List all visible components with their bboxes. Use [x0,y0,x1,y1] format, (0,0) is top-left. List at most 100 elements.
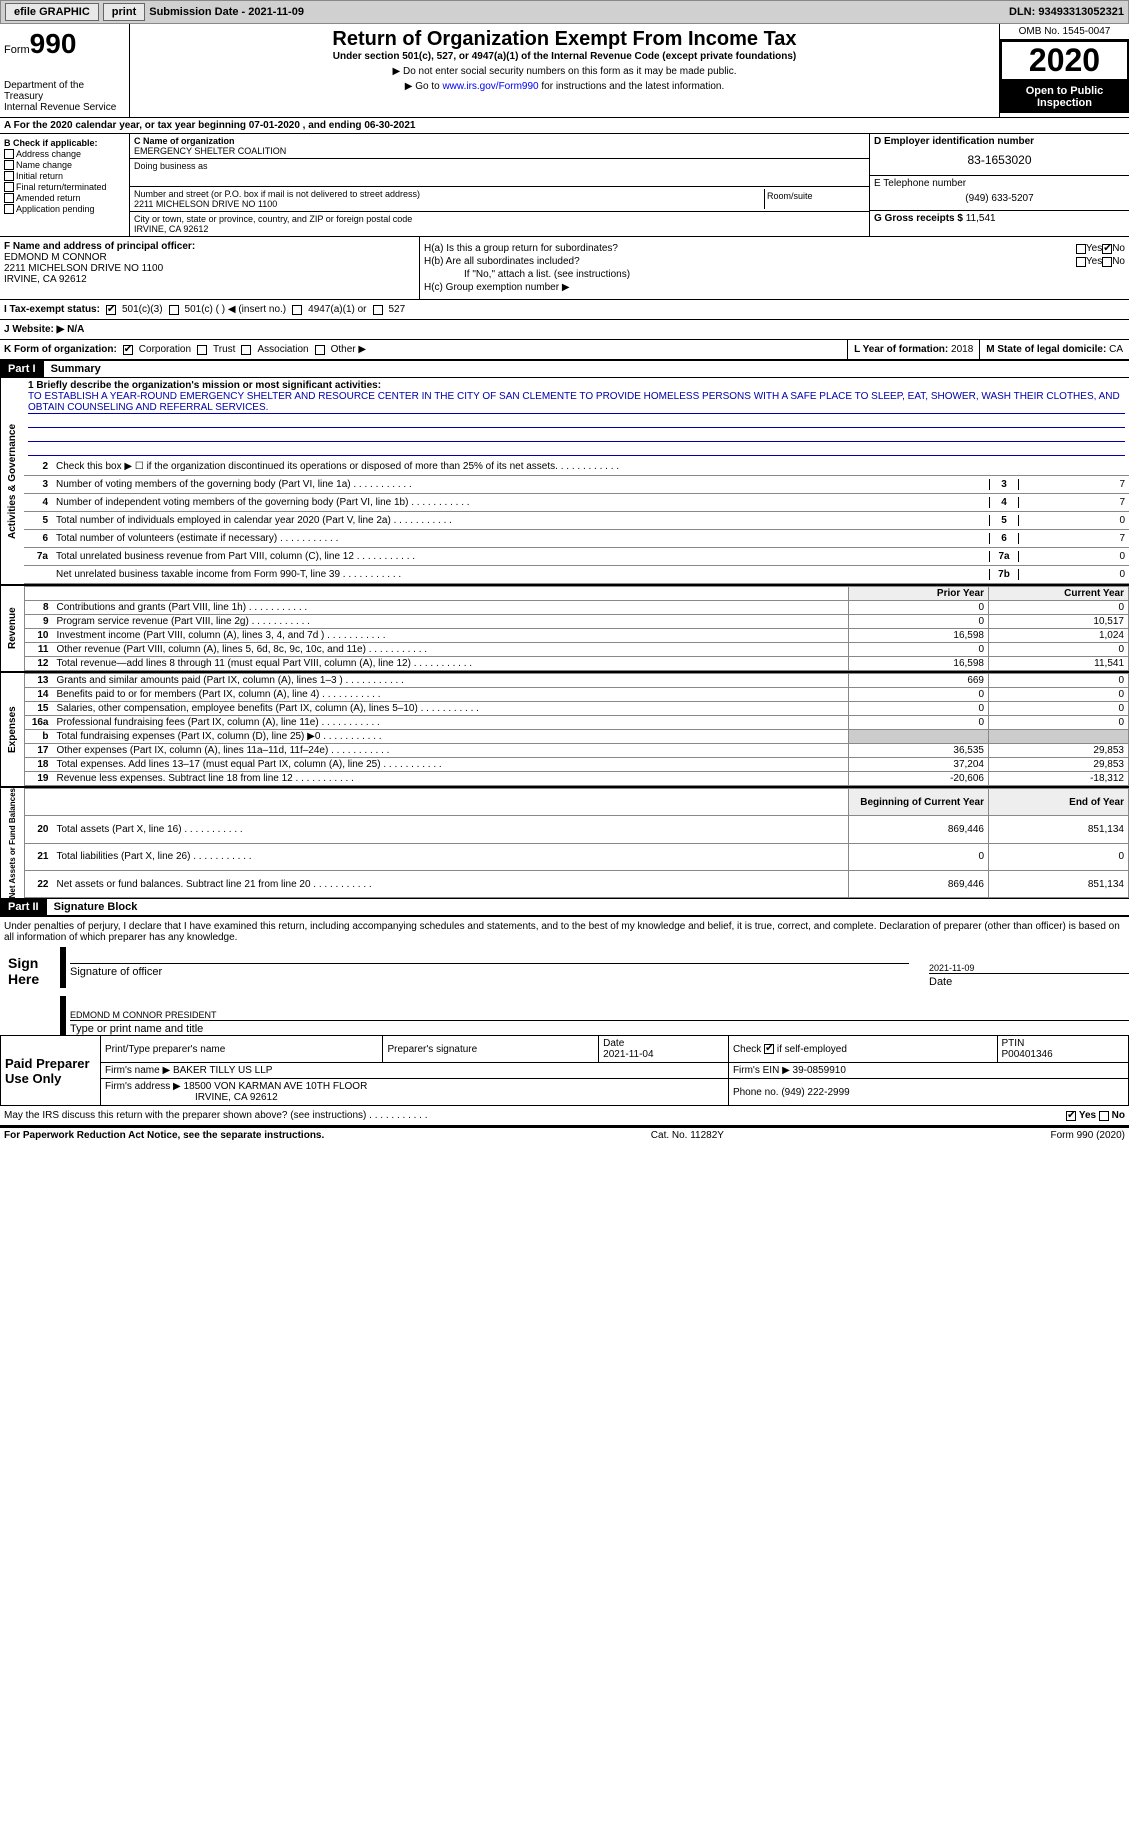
cb-discuss-yes[interactable] [1066,1111,1076,1121]
table-row: 18Total expenses. Add lines 13–17 (must … [25,758,1129,772]
sig-date-label: Date [929,976,952,988]
cb-pending[interactable] [4,204,14,214]
cb-amended[interactable] [4,193,14,203]
part2-header: Part II Signature Block [0,899,1129,915]
firm-addr1: 18500 VON KARMAN AVE 10TH FLOOR [184,1081,368,1092]
efile-button[interactable]: efile GRAPHIC [5,3,99,21]
beginning-year-hdr: Beginning of Current Year [849,789,989,816]
revenue-section: Revenue Prior YearCurrent Year8Contribut… [0,585,1129,672]
expenses-section: Expenses 13Grants and similar amounts pa… [0,672,1129,787]
signature-block: Under penalties of perjury, I declare th… [0,915,1129,1035]
firm-ein: 39-0859910 [793,1065,846,1076]
side-revenue: Revenue [0,586,24,671]
table-row: Net unrelated business taxable income fr… [24,566,1129,584]
table-row: 22Net assets or fund balances. Subtract … [25,871,1129,898]
gross-label: G Gross receipts $ [874,213,966,224]
table-row: 9Program service revenue (Part VIII, lin… [25,615,1129,629]
ha-no[interactable] [1102,244,1112,254]
sign-here-label: Sign Here [0,947,60,1035]
checkbox-header: B Check if applicable: [4,138,125,148]
side-governance: Activities & Governance [0,378,24,584]
org-name: EMERGENCY SHELTER COALITION [134,146,286,156]
discuss-row: May the IRS discuss this return with the… [0,1106,1129,1127]
cb-discuss-no[interactable] [1099,1111,1109,1121]
officer-label: F Name and address of principal officer: [4,241,195,252]
dln: DLN: 93493313052321 [1009,6,1124,18]
form-note1: ▶ Do not enter social security numbers o… [134,66,995,77]
officer-printed-name: EDMOND M CONNOR PRESIDENT [70,996,1129,1021]
hb-label: H(b) Are all subordinates included? [424,256,1076,267]
cat-no: Cat. No. 11282Y [651,1130,724,1141]
tax-year: 2020 [1000,40,1129,81]
irs-link[interactable]: www.irs.gov/Form990 [442,81,538,92]
dba-label: Doing business as [134,161,208,171]
org-name-label: C Name of organization [134,136,235,146]
cb-4947[interactable] [292,305,302,315]
state-domicile: CA [1109,344,1123,355]
firm-addr2: IRVINE, CA 92612 [105,1092,278,1103]
omb: OMB No. 1545-0047 [1000,24,1129,40]
table-row: 20Total assets (Part X, line 16)869,4468… [25,816,1129,843]
hb-note: If "No," attach a list. (see instruction… [424,269,1125,280]
cb-501c3[interactable] [106,305,116,315]
table-row: 14Benefits paid to or for members (Part … [25,688,1129,702]
telephone: (949) 633-5207 [874,189,1125,208]
ein-label: D Employer identification number [874,136,1034,147]
table-row: 6Total number of volunteers (estimate if… [24,530,1129,548]
table-row: 17Other expenses (Part IX, column (A), l… [25,744,1129,758]
cb-trust[interactable] [197,345,207,355]
table-row: 13Grants and similar amounts paid (Part … [25,674,1129,688]
side-netassets: Net Assets or Fund Balances [0,788,24,898]
table-row: bTotal fundraising expenses (Part IX, co… [25,730,1129,744]
cb-name[interactable] [4,160,14,170]
prior-year-hdr: Prior Year [849,587,989,601]
officer-addr1: 2211 MICHELSON DRIVE NO 1100 [4,263,163,274]
hb-yes[interactable] [1076,257,1086,267]
cb-other[interactable] [315,345,325,355]
footer: For Paperwork Reduction Act Notice, see … [0,1127,1129,1143]
form-number: 990 [30,28,77,59]
ptin: P00401346 [1002,1049,1053,1060]
prep-date-label: Date [603,1038,624,1049]
table-row: 15Salaries, other compensation, employee… [25,702,1129,716]
tax-status-row: I Tax-exempt status: 501(c)(3) 501(c) ( … [0,300,1129,320]
cb-501c[interactable] [169,305,179,315]
part1-header: Part I Summary [0,361,1129,377]
preparer-name-label: Print/Type preparer's name [101,1036,383,1063]
period-line: A For the 2020 calendar year, or tax yea… [0,118,1129,134]
side-expenses: Expenses [0,673,24,786]
firm-name: BAKER TILLY US LLP [173,1065,273,1076]
section-b-through-g: B Check if applicable: Address change Na… [0,134,1129,237]
section-f-h: F Name and address of principal officer:… [0,237,1129,300]
table-row: 19Revenue less expenses. Subtract line 1… [25,772,1129,786]
cb-address[interactable] [4,149,14,159]
paid-preparer-label: Paid Preparer Use Only [1,1036,101,1106]
ha-yes[interactable] [1076,244,1086,254]
table-row: 10Investment income (Part VIII, column (… [25,629,1129,643]
table-row: 5Total number of individuals employed in… [24,512,1129,530]
table-row: 4Number of independent voting members of… [24,494,1129,512]
form-header: Form990 Department of the Treasury Inter… [0,24,1129,118]
cb-initial[interactable] [4,171,14,181]
form-subtitle: Under section 501(c), 527, or 4947(a)(1)… [134,51,995,62]
cb-assoc[interactable] [241,345,251,355]
preparer-sig-label: Preparer's signature [383,1036,599,1063]
cb-527[interactable] [373,305,383,315]
open-inspection: Open to Public Inspection [1000,81,1129,113]
topbar: efile GRAPHIC print Submission Date - 20… [0,0,1129,24]
netassets-section: Net Assets or Fund Balances Beginning of… [0,787,1129,899]
city-label: City or town, state or province, country… [134,214,412,224]
mission-text: TO ESTABLISH A YEAR-ROUND EMERGENCY SHEL… [28,391,1125,414]
ein: 83-1653020 [874,147,1125,173]
officer-sig-label: Signature of officer [70,966,162,978]
firm-phone: (949) 222-2999 [781,1087,849,1098]
cb-final[interactable] [4,182,14,192]
mission-q: 1 Briefly describe the organization's mi… [28,380,1125,391]
cb-self-employed[interactable] [764,1044,774,1054]
ha-label: H(a) Is this a group return for subordin… [424,243,1076,254]
cb-corp[interactable] [123,345,133,355]
officer-addr2: IRVINE, CA 92612 [4,274,87,285]
table-row: 2Check this box ▶ ☐ if the organization … [24,458,1129,476]
hb-no[interactable] [1102,257,1112,267]
print-button[interactable]: print [103,3,145,21]
